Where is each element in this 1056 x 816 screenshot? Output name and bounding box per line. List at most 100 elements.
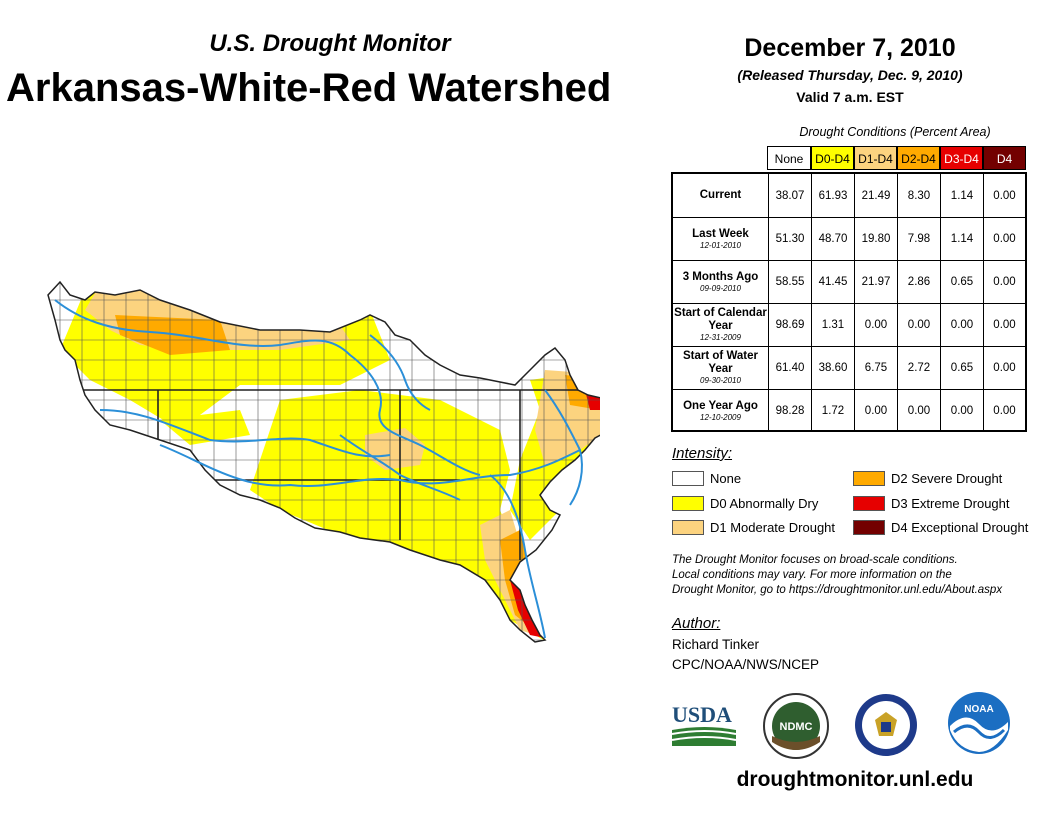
cimarron-river xyxy=(339,434,461,501)
col-header-d4: D4 xyxy=(983,146,1026,170)
legend-item: D0 Abnormally Dry xyxy=(672,496,818,511)
noaa-logo: NOAA xyxy=(948,692,1010,754)
legend-item: D1 Moderate Drought xyxy=(672,520,835,535)
cell-d2-d4: 7.98 xyxy=(897,218,940,260)
cell-d1-d4: 19.80 xyxy=(854,218,897,260)
cell-d4: 0.00 xyxy=(983,218,1025,260)
drought-map xyxy=(47,280,600,643)
cell-d1-d4: 6.75 xyxy=(854,347,897,389)
row-date: 09-30-2010 xyxy=(700,376,741,385)
cell-d0-d4: 41.45 xyxy=(811,261,854,303)
county-lines xyxy=(48,282,600,642)
cell-d1-d4: 21.97 xyxy=(854,261,897,303)
legend-swatch xyxy=(853,471,885,486)
cell-d3-d4: 1.14 xyxy=(940,218,983,260)
arkansas-river xyxy=(54,299,481,476)
valid-time: Valid 7 a.m. EST xyxy=(796,89,904,105)
drought-areas xyxy=(48,282,600,642)
legend-swatch xyxy=(672,496,704,511)
cell-d4: 0.00 xyxy=(983,390,1025,432)
col-header-d1-d4: D1-D4 xyxy=(854,146,897,170)
cell-d0-d4: 38.60 xyxy=(811,347,854,389)
cell-none: 61.40 xyxy=(768,347,811,389)
cell-d2-d4: 0.00 xyxy=(897,390,940,432)
d0-area-west xyxy=(160,410,250,445)
white-river xyxy=(544,389,583,506)
cell-d2-d4: 2.72 xyxy=(897,347,940,389)
legend-label: D3 Extreme Drought xyxy=(891,496,1010,511)
lower-red-river xyxy=(489,474,546,639)
noaa-logo-text: NOAA xyxy=(964,704,993,715)
commerce-seal-logo xyxy=(855,694,917,756)
footer-url[interactable]: droughtmonitor.unl.edu xyxy=(736,768,974,791)
legend-swatch xyxy=(672,471,704,486)
cell-d2-d4: 2.86 xyxy=(897,261,940,303)
cell-d4: 0.00 xyxy=(983,347,1025,389)
ndmc-logo-text: NDMC xyxy=(780,721,813,733)
cell-none: 98.69 xyxy=(768,304,811,346)
cell-d4: 0.00 xyxy=(983,174,1025,217)
table-row: One Year Ago 12-10-2009 98.28 1.72 0.00 0… xyxy=(673,389,1025,432)
legend-swatch xyxy=(853,496,885,511)
cell-d0-d4: 61.93 xyxy=(811,174,854,217)
cell-d4: 0.00 xyxy=(983,261,1025,303)
row-date: 12-31-2009 xyxy=(700,333,741,342)
cell-d2-d4: 0.00 xyxy=(897,304,940,346)
cell-none: 58.55 xyxy=(768,261,811,303)
legend-swatch xyxy=(672,520,704,535)
cell-d3-d4: 0.65 xyxy=(940,261,983,303)
cell-d1-d4: 21.49 xyxy=(854,174,897,217)
cell-none: 38.07 xyxy=(768,174,811,217)
col-header-d3-d4: D3-D4 xyxy=(940,146,983,170)
row-date: 09-09-2010 xyxy=(700,283,741,293)
drought-table: Current 38.07 61.93 21.49 8.30 1.14 0.00… xyxy=(671,172,1027,432)
cell-d0-d4: 48.70 xyxy=(811,218,854,260)
table-row: Last Week 12-01-2010 51.30 48.70 19.80 7.… xyxy=(673,217,1025,260)
legend-item: D2 Severe Drought xyxy=(853,471,1002,486)
d1-area-central xyxy=(365,428,425,470)
row-date: 12-10-2009 xyxy=(700,412,741,422)
row-label: Start of Water Year xyxy=(683,350,758,375)
table-row: Start of Water Year 09-30-2010 61.40 38.6… xyxy=(673,346,1025,389)
ndmc-logo: NDMC xyxy=(763,693,829,759)
cell-d1-d4: 0.00 xyxy=(854,390,897,432)
cell-d2-d4: 8.30 xyxy=(897,174,940,217)
legend-label: D4 Exceptional Drought xyxy=(891,520,1029,535)
legend-label: D2 Severe Drought xyxy=(891,471,1003,486)
row-date: 12-01-2010 xyxy=(700,240,741,250)
legend-label: D0 Abnormally Dry xyxy=(710,496,819,511)
map-subtitle: U.S. Drought Monitor xyxy=(209,30,451,57)
author-org: CPC/NOAA/NWS/NCEP xyxy=(672,657,820,672)
row-label: One Year Ago xyxy=(683,399,758,412)
legend-swatch xyxy=(853,520,885,535)
note-line: Drought Monitor, go to https://droughtmo… xyxy=(672,584,1003,596)
table-row: Start of Calendar Year 12-31-2009 98.69 1… xyxy=(673,303,1025,346)
legend-item: None xyxy=(672,471,741,486)
release-date: (Released Thursday, Dec. 9, 2010) xyxy=(737,67,963,83)
legend-title: Intensity: xyxy=(672,445,733,462)
cell-d0-d4: 1.31 xyxy=(811,304,854,346)
cell-d3-d4: 0.00 xyxy=(940,390,983,432)
cell-d3-d4: 0.65 xyxy=(940,347,983,389)
note-line: Local conditions may vary. For more info… xyxy=(672,569,952,581)
legend-label: D1 Moderate Drought xyxy=(710,520,836,535)
rivers xyxy=(54,299,583,639)
red-river xyxy=(159,444,581,487)
map-date: December 7, 2010 xyxy=(744,34,956,62)
legend-label: None xyxy=(710,471,742,486)
map-title: Arkansas-White-Red Watershed xyxy=(6,66,612,110)
cell-d3-d4: 1.14 xyxy=(940,174,983,217)
row-label: Start of Calendar Year xyxy=(674,307,767,332)
usda-logo: USDA xyxy=(671,702,737,746)
usda-logo-text: USDA xyxy=(672,702,732,727)
col-header-d2-d4: D2-D4 xyxy=(897,146,940,170)
canadian-river xyxy=(99,409,391,458)
disclaimer-note: The Drought Monitor focuses on broad-sca… xyxy=(672,553,1042,598)
col-header-d0-d4: D0-D4 xyxy=(811,146,854,170)
cell-none: 51.30 xyxy=(768,218,811,260)
cell-none: 98.28 xyxy=(768,390,811,432)
table-row: Current 38.07 61.93 21.49 8.30 1.14 0.00 xyxy=(673,174,1025,217)
legend-item: D3 Extreme Drought xyxy=(853,496,1010,511)
neosho-river xyxy=(369,334,431,411)
cell-d0-d4: 1.72 xyxy=(811,390,854,432)
